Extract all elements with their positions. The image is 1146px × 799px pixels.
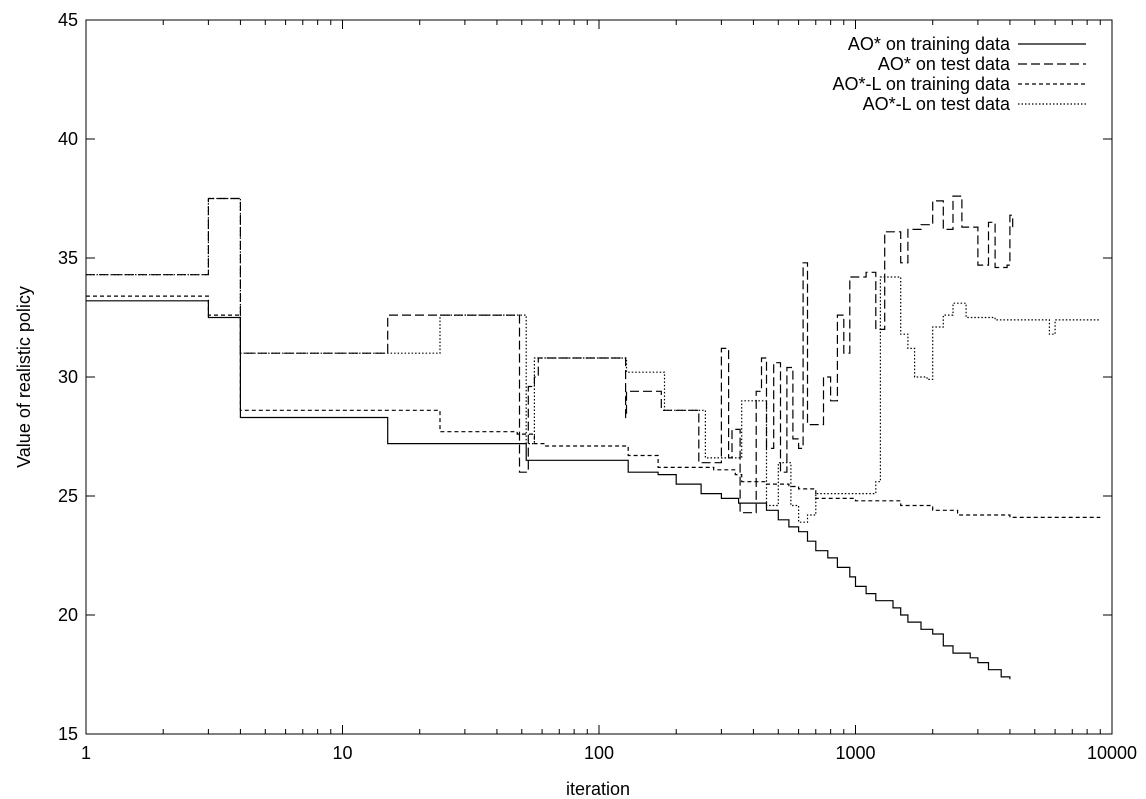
legend-label-ao-l-on-test-data: AO*-L on test data [863, 94, 1011, 114]
y-axis-label: Value of realistic policy [14, 286, 34, 468]
y-tick-label: 20 [58, 605, 78, 625]
series-line-ao-l-on-test-data [86, 197, 1101, 523]
y-tick-label: 25 [58, 486, 78, 506]
x-tick-label: 1 [81, 743, 91, 763]
x-axis: 1 10 100 1000 10000 [81, 20, 1137, 763]
y-tick-label: 35 [58, 248, 78, 268]
x-axis-label: iteration [566, 779, 630, 799]
series-line-ao-on-test-data [86, 195, 1014, 514]
legend-label-ao-on-test-data: AO* on test data [878, 54, 1011, 74]
series-lines [86, 195, 1101, 680]
y-tick-label: 40 [58, 129, 78, 149]
x-tick-label: 10 [332, 743, 352, 763]
legend-label-ao-l-on-training-data: AO*-L on training data [833, 74, 1011, 94]
y-axis: 15 20 25 30 35 40 45 [58, 10, 1112, 744]
x-tick-label: 1000 [835, 743, 875, 763]
y-tick-label: 45 [58, 10, 78, 30]
series-line-ao-on-training-data [86, 300, 1011, 680]
x-tick-label: 100 [584, 743, 614, 763]
y-tick-label: 15 [58, 724, 78, 744]
x-tick-label: 10000 [1087, 743, 1137, 763]
series-line-ao-l-on-training-data [86, 295, 1101, 518]
legend-label-ao-on-training-data: AO* on training data [848, 34, 1011, 54]
y-tick-label: 30 [58, 367, 78, 387]
